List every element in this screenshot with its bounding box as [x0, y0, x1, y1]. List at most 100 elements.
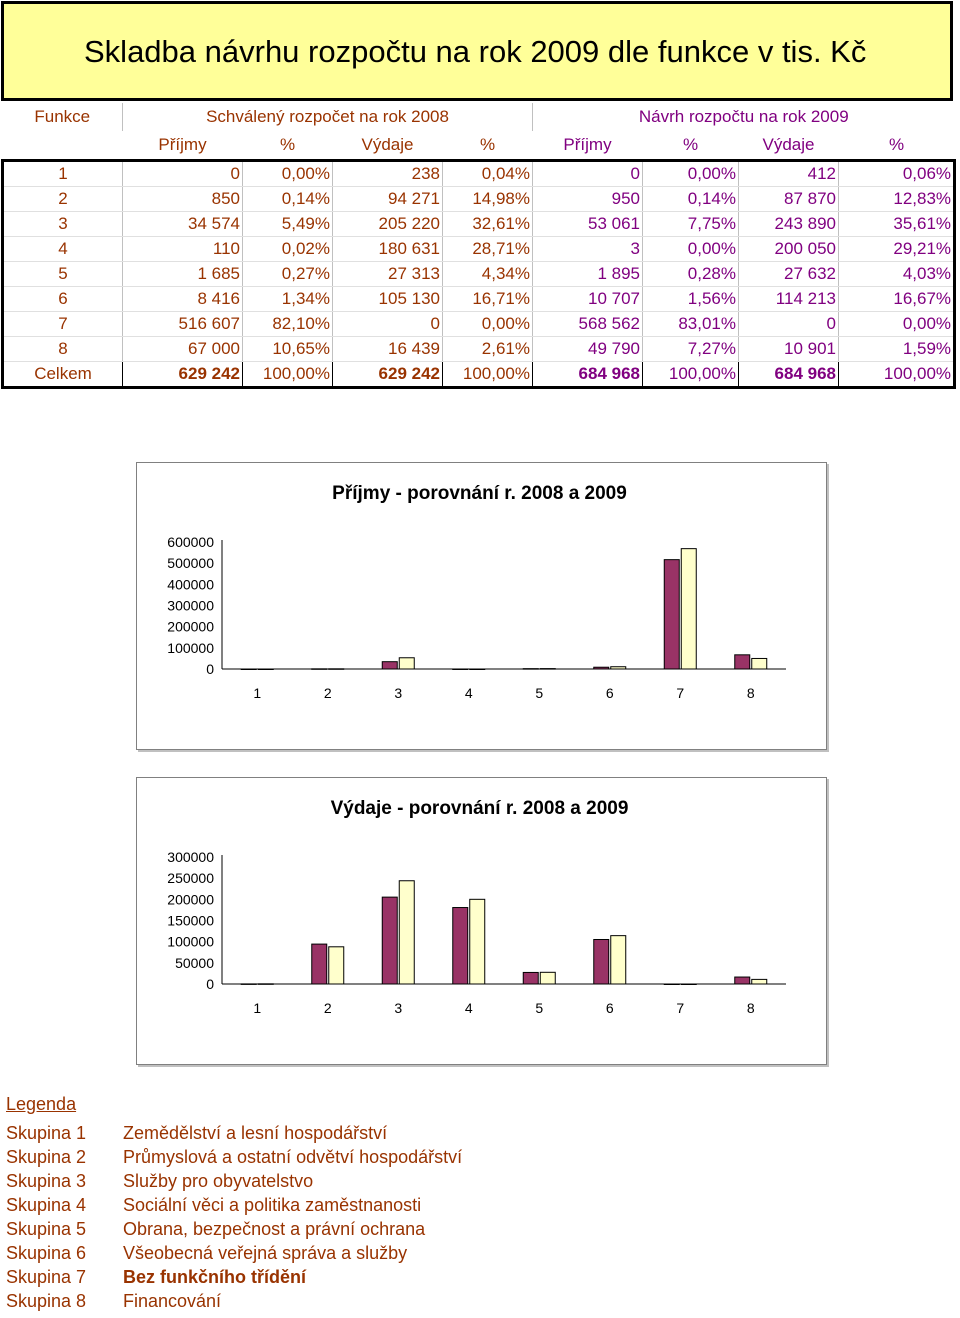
bar-2008: [240, 668, 257, 670]
chart-vydaje: Výdaje - porovnání r. 2008 a 2009 300000 2…: [136, 777, 827, 1065]
bar-2008: [311, 943, 328, 985]
x-tick-label: 2: [324, 1000, 332, 1016]
bar-2008: [522, 971, 539, 985]
cell-value: 629 242: [122, 361, 243, 388]
x-tick-label: 3: [394, 685, 402, 701]
cell-value: 10 901: [738, 336, 839, 362]
cell-value: 2,61%: [442, 336, 533, 362]
cell-value: 1,34%: [242, 286, 333, 312]
bar-2009: [398, 880, 415, 985]
legend-key: Skupina 1: [6, 1123, 87, 1143]
bar-2009: [751, 978, 768, 985]
cell-value: 1 895: [532, 261, 643, 287]
cell-value: 82,10%: [242, 311, 333, 337]
cell-value: 16,71%: [442, 286, 533, 312]
cell-value: 516 607: [122, 311, 243, 337]
legend-title: Legenda: [6, 1094, 77, 1114]
x-tick-label: 7: [676, 1000, 684, 1016]
bar-2008: [311, 668, 328, 670]
bar-2009: [610, 666, 627, 670]
table-row: 2 850 0,14% 94 271 14,98% 950 0,14% 87 870 12,83…: [2, 186, 956, 212]
title-banner: Skladba návrhu rozpočtu na rok 2009 dle …: [1, 1, 953, 101]
cell-value: 35,61%: [838, 211, 956, 237]
cell-value: 34 574: [122, 211, 243, 237]
header-group-2008: Schválený rozpočet na rok 2008: [122, 103, 533, 131]
cell-funkce: 8: [2, 336, 123, 362]
bar-2008: [593, 666, 610, 670]
y-tick-label: 50000: [175, 955, 214, 971]
cell-value: 4,34%: [442, 261, 533, 287]
cell-funkce: 7: [2, 311, 123, 337]
legend-label: Průmyslová a ostatní odvětví hospodářstv…: [123, 1147, 463, 1167]
cell-value: 27 632: [738, 261, 839, 287]
cell-value: 0,02%: [242, 236, 333, 262]
bar-2009: [751, 657, 768, 670]
legend-key: Skupina 8: [6, 1291, 87, 1311]
bar-2009: [257, 668, 274, 670]
header-group-2009: Návrh rozpočtu na rok 2009: [638, 107, 849, 126]
bar-2008: [663, 559, 680, 670]
cell-value: 100,00%: [838, 361, 956, 388]
cell-value: 100,00%: [642, 361, 739, 388]
header-prijmy-2009: Příjmy: [563, 135, 612, 154]
header-vydaje-2008: Výdaje: [361, 135, 414, 154]
cell-value: 0,06%: [838, 160, 956, 187]
x-tick-label: 5: [535, 685, 543, 701]
cell-value: 83,01%: [642, 311, 739, 337]
x-tick-label: 2: [324, 685, 332, 701]
cell-value: 180 631: [332, 236, 443, 262]
bar-2009: [328, 668, 345, 670]
y-tick-label: 100000: [167, 640, 214, 656]
cell-value: 850: [122, 186, 243, 212]
cell-value: 412: [738, 160, 839, 187]
bar-2009: [610, 935, 627, 985]
cell-funkce: 2: [2, 186, 123, 212]
y-tick-label: 500000: [167, 555, 214, 571]
bar-2009: [398, 657, 415, 670]
bar-2008: [381, 896, 398, 985]
bar-2008: [240, 983, 257, 985]
header-funkce: Funkce: [2, 103, 123, 131]
cell-value: 1,56%: [642, 286, 739, 312]
bar-2008: [381, 661, 398, 670]
header-pct-prijmy-2009: %: [682, 135, 699, 154]
header-vydaje-2009: Výdaje: [762, 135, 815, 154]
table-row: 1 0 0,00% 238 0,04% 0 0,00% 412 0,06%: [2, 160, 956, 187]
table-body: 1 0 0,00% 238 0,04% 0 0,00% 412 0,06% 2 850 0,14% 94…: [2, 160, 956, 388]
cell-value: 0,00%: [442, 311, 533, 337]
cell-value: 28,71%: [442, 236, 533, 262]
legend-item: Skupina 2 Průmyslová a ostatní odvětví ho…: [6, 1147, 606, 1171]
y-tick-label: 150000: [167, 913, 214, 929]
cell-value: 16,67%: [838, 286, 956, 312]
budget-table-wrap: Funkce Schválený rozpočet na rok 2008 Ná…: [1, 103, 956, 389]
cell-value: 110: [122, 236, 243, 262]
x-tick-label: 8: [747, 1000, 755, 1016]
cell-value: 243 890: [738, 211, 839, 237]
header-pct-vydaje-2009: %: [888, 135, 905, 154]
legend-item: Skupina 6 Všeobecná veřejná správa a služ…: [6, 1243, 606, 1267]
cell-value: 950: [532, 186, 643, 212]
legend-key: Skupina 6: [6, 1243, 87, 1263]
y-tick-label: 300000: [167, 849, 214, 865]
table-row: 8 67 000 10,65% 16 439 2,61% 49 790 7,27% 10 90…: [2, 336, 956, 362]
legend-item: Skupina 3 Služby pro obyvatelstvo: [6, 1171, 606, 1195]
cell-value: 12,83%: [838, 186, 956, 212]
cell-funkce: 6: [2, 286, 123, 312]
bar-2009: [539, 971, 556, 985]
cell-value: 29,21%: [838, 236, 956, 262]
cell-value: 0: [122, 160, 243, 187]
cell-value: 67 000: [122, 336, 243, 362]
x-tick-label: 8: [747, 685, 755, 701]
x-tick-label: 4: [465, 1000, 473, 1016]
table-row: 3 34 574 5,49% 205 220 32,61% 53 061 7,75% 243 …: [2, 211, 956, 237]
chart-title: Výdaje - porovnání r. 2008 a 2009: [331, 798, 629, 819]
legend-label: Obrana, bezpečnost a právní ochrana: [123, 1219, 426, 1239]
cell-value: 0,00%: [642, 160, 739, 187]
legend-key: Skupina 5: [6, 1219, 87, 1239]
chart-title: Příjmy - porovnání r. 2008 a 2009: [332, 483, 627, 504]
cell-value: 0,00%: [642, 236, 739, 262]
legend-item: Skupina 1 Zemědělství a lesní hospodářstv…: [6, 1123, 606, 1147]
page-title: Skladba návrhu rozpočtu na rok 2009 dle …: [84, 34, 867, 69]
y-tick-label: 200000: [167, 891, 214, 907]
